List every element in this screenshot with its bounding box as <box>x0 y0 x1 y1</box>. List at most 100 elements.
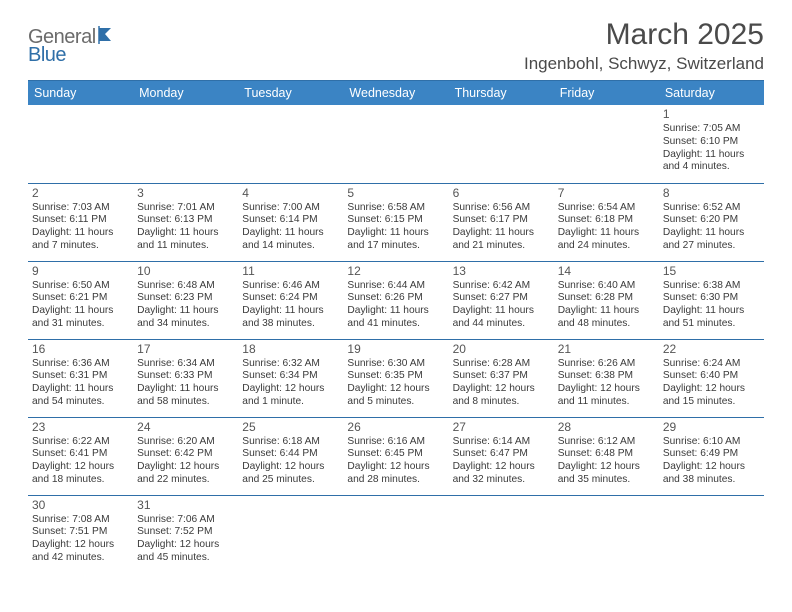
daylight-line: Daylight: 11 hours and 4 minutes. <box>663 149 760 175</box>
calendar-cell: 5Sunrise: 6:58 AMSunset: 6:15 PMDaylight… <box>343 183 448 261</box>
col-tuesday: Tuesday <box>238 81 343 105</box>
day-number: 28 <box>558 420 655 435</box>
sunrise-line: Sunrise: 7:03 AM <box>32 202 129 215</box>
daylight-line: Daylight: 11 hours and 14 minutes. <box>242 227 339 253</box>
sunset-line: Sunset: 6:40 PM <box>663 370 760 383</box>
day-number: 14 <box>558 264 655 279</box>
daylight-line: Daylight: 11 hours and 51 minutes. <box>663 305 760 331</box>
sunset-line: Sunset: 6:35 PM <box>347 370 444 383</box>
sunrise-line: Sunrise: 6:42 AM <box>453 280 550 293</box>
sunrise-line: Sunrise: 6:30 AM <box>347 358 444 371</box>
day-number: 6 <box>453 186 550 201</box>
sunrise-line: Sunrise: 6:12 AM <box>558 436 655 449</box>
calendar-week-row: 16Sunrise: 6:36 AMSunset: 6:31 PMDayligh… <box>28 339 764 417</box>
sunset-line: Sunset: 6:38 PM <box>558 370 655 383</box>
sunset-line: Sunset: 6:42 PM <box>137 448 234 461</box>
day-number: 20 <box>453 342 550 357</box>
col-sunday: Sunday <box>28 81 133 105</box>
daylight-line: Daylight: 12 hours and 22 minutes. <box>137 461 234 487</box>
calendar-cell <box>554 495 659 573</box>
daylight-line: Daylight: 12 hours and 1 minute. <box>242 383 339 409</box>
header: General March 2025 Ingenbohl, Schwyz, Sw… <box>28 18 764 74</box>
daylight-line: Daylight: 11 hours and 48 minutes. <box>558 305 655 331</box>
day-number: 30 <box>32 498 129 513</box>
calendar-cell: 17Sunrise: 6:34 AMSunset: 6:33 PMDayligh… <box>133 339 238 417</box>
calendar-cell: 10Sunrise: 6:48 AMSunset: 6:23 PMDayligh… <box>133 261 238 339</box>
calendar-cell: 13Sunrise: 6:42 AMSunset: 6:27 PMDayligh… <box>449 261 554 339</box>
sunrise-line: Sunrise: 6:32 AM <box>242 358 339 371</box>
daylight-line: Daylight: 11 hours and 24 minutes. <box>558 227 655 253</box>
day-number: 17 <box>137 342 234 357</box>
sunrise-line: Sunrise: 7:00 AM <box>242 202 339 215</box>
sunset-line: Sunset: 6:18 PM <box>558 214 655 227</box>
sunrise-line: Sunrise: 7:05 AM <box>663 123 760 136</box>
calendar-cell: 31Sunrise: 7:06 AMSunset: 7:52 PMDayligh… <box>133 495 238 573</box>
calendar-cell: 14Sunrise: 6:40 AMSunset: 6:28 PMDayligh… <box>554 261 659 339</box>
col-thursday: Thursday <box>449 81 554 105</box>
day-number: 27 <box>453 420 550 435</box>
sunrise-line: Sunrise: 7:06 AM <box>137 514 234 527</box>
sunset-line: Sunset: 6:26 PM <box>347 292 444 305</box>
daylight-line: Daylight: 12 hours and 28 minutes. <box>347 461 444 487</box>
sunset-line: Sunset: 6:11 PM <box>32 214 129 227</box>
calendar-cell: 16Sunrise: 6:36 AMSunset: 6:31 PMDayligh… <box>28 339 133 417</box>
calendar-cell: 1Sunrise: 7:05 AMSunset: 6:10 PMDaylight… <box>659 105 764 183</box>
calendar-cell <box>238 105 343 183</box>
daylight-line: Daylight: 11 hours and 31 minutes. <box>32 305 129 331</box>
day-number: 4 <box>242 186 339 201</box>
daylight-line: Daylight: 11 hours and 44 minutes. <box>453 305 550 331</box>
col-monday: Monday <box>133 81 238 105</box>
sunrise-line: Sunrise: 6:48 AM <box>137 280 234 293</box>
sunset-line: Sunset: 6:47 PM <box>453 448 550 461</box>
sunrise-line: Sunrise: 6:10 AM <box>663 436 760 449</box>
sunset-line: Sunset: 6:17 PM <box>453 214 550 227</box>
sunset-line: Sunset: 7:52 PM <box>137 526 234 539</box>
daylight-line: Daylight: 11 hours and 38 minutes. <box>242 305 339 331</box>
day-number: 25 <box>242 420 339 435</box>
title-block: March 2025 Ingenbohl, Schwyz, Switzerlan… <box>524 18 764 74</box>
sunset-line: Sunset: 6:41 PM <box>32 448 129 461</box>
calendar-cell: 18Sunrise: 6:32 AMSunset: 6:34 PMDayligh… <box>238 339 343 417</box>
calendar-cell: 9Sunrise: 6:50 AMSunset: 6:21 PMDaylight… <box>28 261 133 339</box>
day-number: 19 <box>347 342 444 357</box>
sunrise-line: Sunrise: 6:46 AM <box>242 280 339 293</box>
calendar-cell <box>343 105 448 183</box>
sunset-line: Sunset: 6:24 PM <box>242 292 339 305</box>
day-number: 26 <box>347 420 444 435</box>
daylight-line: Daylight: 11 hours and 58 minutes. <box>137 383 234 409</box>
logo-flag-icon <box>98 26 120 49</box>
calendar-week-row: 30Sunrise: 7:08 AMSunset: 7:51 PMDayligh… <box>28 495 764 573</box>
sunset-line: Sunset: 6:31 PM <box>32 370 129 383</box>
calendar-header-row: Sunday Monday Tuesday Wednesday Thursday… <box>28 81 764 105</box>
sunset-line: Sunset: 6:49 PM <box>663 448 760 461</box>
day-number: 2 <box>32 186 129 201</box>
daylight-line: Daylight: 12 hours and 25 minutes. <box>242 461 339 487</box>
day-number: 7 <box>558 186 655 201</box>
sunset-line: Sunset: 6:13 PM <box>137 214 234 227</box>
sunrise-line: Sunrise: 7:01 AM <box>137 202 234 215</box>
calendar-cell <box>238 495 343 573</box>
day-number: 31 <box>137 498 234 513</box>
day-number: 5 <box>347 186 444 201</box>
day-number: 3 <box>137 186 234 201</box>
calendar-cell: 29Sunrise: 6:10 AMSunset: 6:49 PMDayligh… <box>659 417 764 495</box>
sunset-line: Sunset: 6:10 PM <box>663 136 760 149</box>
calendar-week-row: 2Sunrise: 7:03 AMSunset: 6:11 PM Daylight… <box>28 183 764 261</box>
sunrise-line: Sunrise: 6:18 AM <box>242 436 339 449</box>
logo-text-blue-wrap: Blue <box>28 44 66 67</box>
calendar-cell <box>449 105 554 183</box>
daylight-line: Daylight: 12 hours and 5 minutes. <box>347 383 444 409</box>
sunrise-line: Sunrise: 6:24 AM <box>663 358 760 371</box>
calendar-cell: 28Sunrise: 6:12 AMSunset: 6:48 PMDayligh… <box>554 417 659 495</box>
daylight-line: Daylight: 12 hours and 42 minutes. <box>32 539 129 565</box>
sunset-line: Sunset: 6:28 PM <box>558 292 655 305</box>
calendar-cell: 23Sunrise: 6:22 AMSunset: 6:41 PMDayligh… <box>28 417 133 495</box>
sunrise-line: Sunrise: 6:20 AM <box>137 436 234 449</box>
daylight-line: Daylight: 12 hours and 8 minutes. <box>453 383 550 409</box>
daylight-line: Daylight: 12 hours and 35 minutes. <box>558 461 655 487</box>
calendar-cell: 2Sunrise: 7:03 AMSunset: 6:11 PMDaylight… <box>28 183 133 261</box>
day-number: 11 <box>242 264 339 279</box>
sunrise-line: Sunrise: 7:08 AM <box>32 514 129 527</box>
sunset-line: Sunset: 6:37 PM <box>453 370 550 383</box>
daylight-line: Daylight: 11 hours and 41 minutes. <box>347 305 444 331</box>
